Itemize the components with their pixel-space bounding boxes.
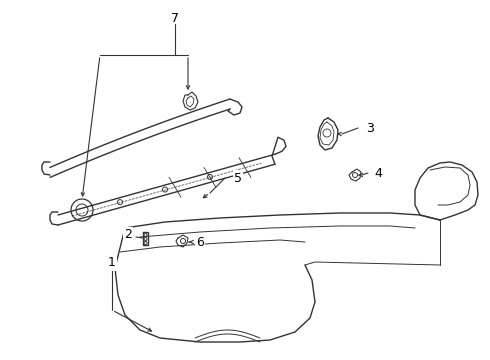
Text: 1: 1: [108, 256, 116, 270]
Text: 3: 3: [366, 122, 374, 135]
Text: 6: 6: [196, 235, 204, 248]
Text: 5: 5: [234, 171, 242, 185]
Text: 2: 2: [124, 229, 132, 242]
Text: 7: 7: [171, 12, 179, 24]
Text: 4: 4: [374, 166, 382, 180]
